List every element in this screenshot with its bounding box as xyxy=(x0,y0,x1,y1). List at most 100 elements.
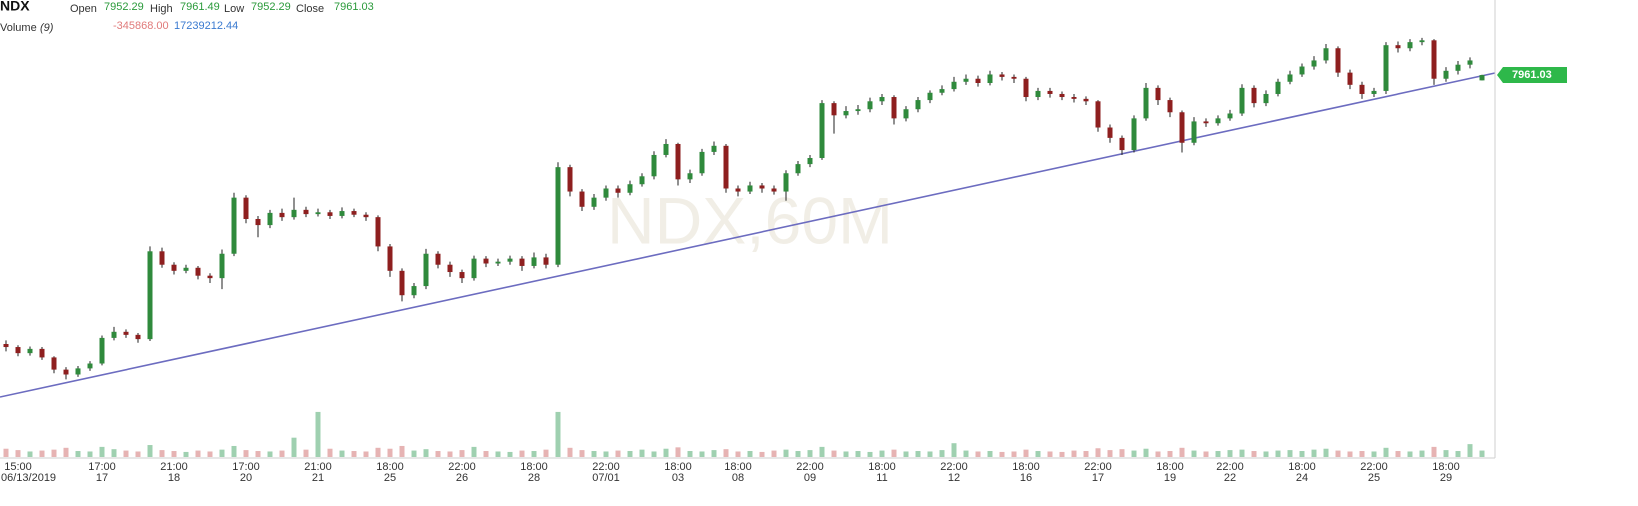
candle-body xyxy=(675,143,681,180)
x-tick-label: 22:00 xyxy=(1216,461,1244,473)
volume-bar xyxy=(1131,450,1137,457)
volume-bar xyxy=(639,449,645,457)
candle-body xyxy=(39,348,45,358)
volume-bar xyxy=(231,445,237,457)
candle-body xyxy=(447,264,453,273)
candle-body xyxy=(999,74,1005,77)
candle-body xyxy=(1107,127,1113,138)
close-label: Close xyxy=(296,3,324,15)
candle-body xyxy=(243,197,249,219)
candle-body xyxy=(1227,113,1233,119)
volume-bar xyxy=(675,447,681,457)
volume-bar xyxy=(483,451,489,457)
volume-bar xyxy=(267,451,273,457)
volume-bar xyxy=(435,451,441,457)
candle-body xyxy=(399,270,405,296)
x-date-label: 28 xyxy=(528,472,540,484)
volume-bar xyxy=(1107,450,1113,457)
x-date-label: 09 xyxy=(804,472,816,484)
volume-bar xyxy=(1335,450,1341,457)
volume-bar xyxy=(3,448,9,457)
volume-bar xyxy=(1143,448,1149,457)
candle-body xyxy=(747,185,753,192)
candle-body xyxy=(87,363,93,369)
volume-bar xyxy=(663,448,669,457)
symbol: NDX xyxy=(0,0,30,14)
volume-bar xyxy=(1371,451,1377,457)
volume-bar xyxy=(519,450,525,457)
volume-bar xyxy=(111,449,117,457)
volume-bar xyxy=(591,451,597,457)
volume-bar xyxy=(543,449,549,457)
volume-bar xyxy=(1119,449,1125,457)
volume-bar xyxy=(1479,450,1485,457)
volume-bar xyxy=(87,451,93,457)
volume-bar xyxy=(795,451,801,457)
volume-bar xyxy=(99,446,105,457)
high-label: High xyxy=(150,3,173,15)
candle-body xyxy=(639,176,645,185)
x-date-label: 22 xyxy=(1224,472,1236,484)
volume-bar xyxy=(327,448,333,457)
candle-body xyxy=(1467,60,1473,65)
candle-body xyxy=(1083,98,1089,102)
volume-bar xyxy=(195,450,201,457)
volume-bar xyxy=(51,449,57,457)
candle-body xyxy=(663,143,669,155)
x-date-label: 12 xyxy=(948,472,960,484)
candle-body xyxy=(1263,93,1269,104)
candle-body xyxy=(1371,90,1377,94)
volume-bar xyxy=(255,451,261,457)
candle-body xyxy=(1251,87,1257,104)
x-tick-label: 22:00 xyxy=(1360,461,1388,473)
volume-bar xyxy=(339,450,345,457)
x-tick-label: 22:00 xyxy=(940,461,968,473)
candle-body xyxy=(1035,90,1041,98)
open-value: 7952.29 xyxy=(104,1,144,13)
axis-layer: 15:0006/13/201917:001721:001817:002021:0… xyxy=(0,0,1567,484)
candle-body xyxy=(735,188,741,192)
candle-body xyxy=(495,261,501,264)
candle-body xyxy=(1131,118,1137,151)
candle-body xyxy=(555,167,561,265)
candle-body xyxy=(915,100,921,110)
candle-body xyxy=(3,344,9,348)
volume-bar xyxy=(903,451,909,457)
candle-body xyxy=(123,331,129,335)
candle-body xyxy=(1443,70,1449,79)
candle-body xyxy=(507,258,513,262)
candle-body xyxy=(855,109,861,112)
candle-body xyxy=(1275,81,1281,94)
candle-body xyxy=(759,185,765,189)
volume-period: (9) xyxy=(40,22,54,34)
candle-body xyxy=(1191,121,1197,143)
x-date-label: 25 xyxy=(384,472,396,484)
candle-body xyxy=(159,251,165,265)
candle-body xyxy=(1215,118,1221,124)
volume-bar xyxy=(1395,451,1401,457)
volume-bar xyxy=(1239,449,1245,457)
volume-bar xyxy=(1023,449,1029,457)
candle-body xyxy=(375,217,381,247)
volume-bar xyxy=(1083,451,1089,457)
volume-bar xyxy=(207,451,213,457)
candle-body xyxy=(1071,97,1077,99)
volume-bar xyxy=(987,451,993,457)
volume-bar xyxy=(879,450,885,457)
volume-bar xyxy=(279,450,285,457)
volume-bar xyxy=(1215,451,1221,457)
volume-bar xyxy=(1191,450,1197,457)
low-value: 7952.29 xyxy=(251,1,291,13)
x-tick-label: 18:00 xyxy=(520,461,548,473)
x-tick-label: 17:00 xyxy=(232,461,260,473)
x-tick-label: 18:00 xyxy=(1156,461,1184,473)
candle-body xyxy=(843,111,849,116)
candle-body xyxy=(207,275,213,279)
volume-bar xyxy=(1035,451,1041,457)
last-price-tag xyxy=(1497,67,1567,84)
volume-bar xyxy=(951,443,957,457)
volume-bar xyxy=(627,451,633,457)
volume-bar xyxy=(447,451,453,457)
candle-body xyxy=(627,184,633,193)
